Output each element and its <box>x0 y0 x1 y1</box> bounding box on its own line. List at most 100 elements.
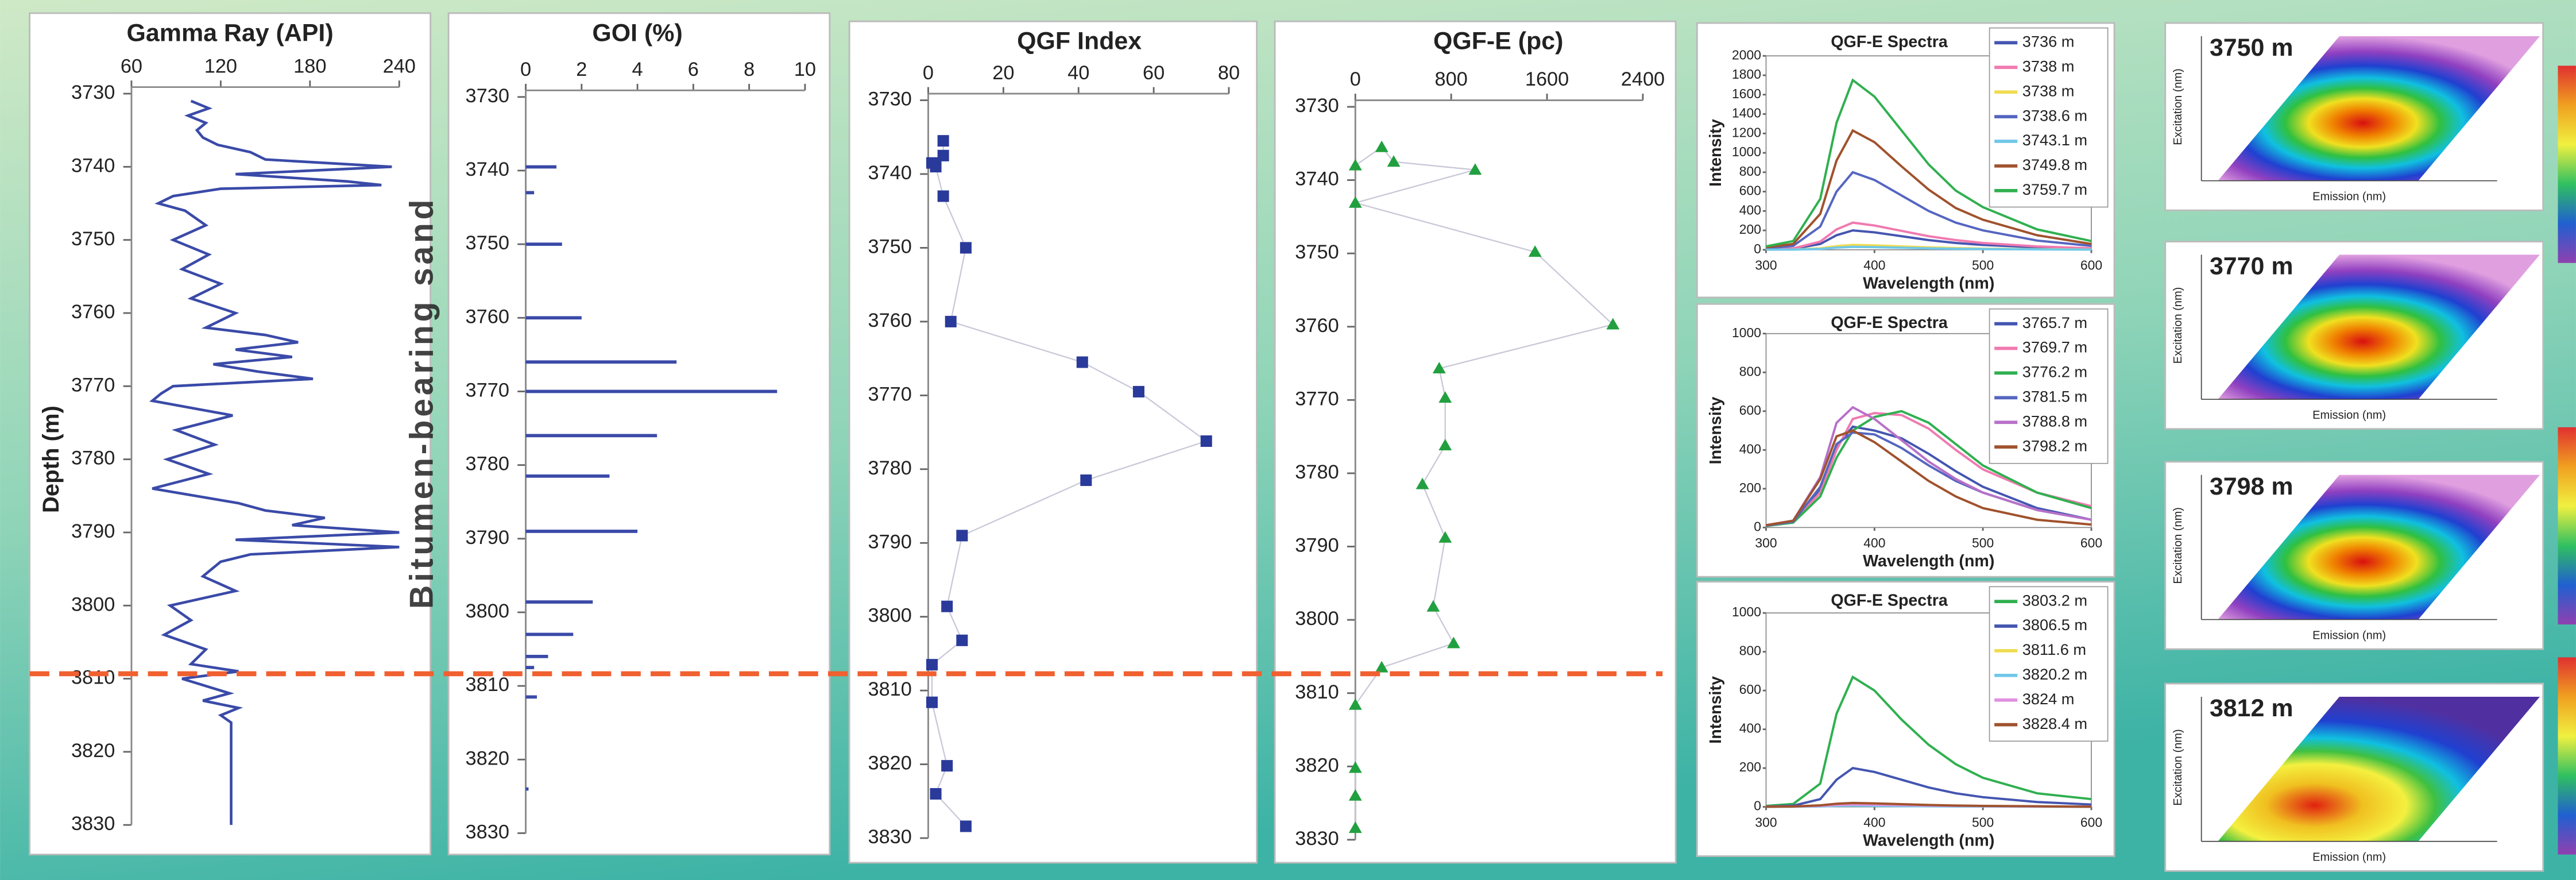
point <box>941 760 953 771</box>
legend-label: 3738 m <box>2022 82 2075 99</box>
y-tick-label: 3800 <box>1295 608 1339 630</box>
legend-label: 3781.5 m <box>2022 388 2087 406</box>
point <box>941 601 953 612</box>
y-tick-label: 3760 <box>1295 315 1339 337</box>
y-tick-label: 3800 <box>466 600 509 622</box>
chart-title: QGF-E Spectra <box>1831 314 1948 332</box>
x-tick-label: 300 <box>1755 815 1777 829</box>
y-tick-label: 600 <box>1739 183 1761 198</box>
y-tick-label: 3750 <box>1295 241 1339 263</box>
point <box>938 135 949 146</box>
x-tick-label: 4 <box>632 59 643 80</box>
chart-title: GOI (%) <box>592 19 682 47</box>
x-tick-label: 0 <box>923 62 934 84</box>
y-tick-label: 600 <box>1739 403 1761 418</box>
point <box>960 820 972 832</box>
x-tick-label: 10 <box>794 59 816 80</box>
y-tick-label: 800 <box>1739 643 1761 658</box>
point <box>956 635 968 646</box>
bar <box>526 165 556 169</box>
y-tick-label: 3810 <box>868 678 911 700</box>
x-tick-label: 600 <box>2080 258 2102 273</box>
y-axis-label: Intensity <box>1707 397 1725 465</box>
point <box>938 190 949 202</box>
x-tick-label: 240 <box>383 55 416 77</box>
x-axis-label: Wavelength (nm) <box>1863 274 1994 292</box>
x-tick-label: 400 <box>1863 815 1885 829</box>
y-tick-label: 3820 <box>868 752 911 774</box>
point <box>1201 435 1212 447</box>
y-tick-label: 3750 <box>71 228 115 250</box>
y-tick-label: 3730 <box>1295 95 1339 117</box>
y-axis-label: Intensity <box>1707 676 1725 744</box>
y-tick-label: 3800 <box>71 593 115 615</box>
bar <box>526 191 535 195</box>
x-tick-label: 120 <box>204 55 237 77</box>
bar <box>526 633 574 636</box>
bar <box>526 655 548 658</box>
panel <box>448 13 830 855</box>
bar <box>526 474 610 478</box>
y-tick-label: 3790 <box>466 527 509 549</box>
y-tick-label: 3790 <box>71 520 115 542</box>
x-tick-label: 8 <box>744 59 755 80</box>
y-tick-label: 3810 <box>466 674 509 696</box>
y-tick-label: 3780 <box>466 453 509 475</box>
y-tick-label: 400 <box>1739 721 1761 736</box>
legend-label: 3820.2 m <box>2022 665 2087 683</box>
y-tick-label: 0 <box>1754 241 1761 256</box>
y-tick-label: 3790 <box>1295 535 1339 557</box>
legend-label: 3798.2 m <box>2022 437 2087 454</box>
legend-label: 3749.8 m <box>2022 156 2087 173</box>
y-tick-label: 1800 <box>1732 67 1761 82</box>
bar <box>526 600 593 604</box>
y-tick-label: 800 <box>1739 164 1761 179</box>
y-tick-label: 3750 <box>466 232 509 254</box>
panel <box>1275 21 1676 863</box>
bar <box>526 360 677 364</box>
x-tick-label: 300 <box>1755 258 1777 273</box>
y-tick-label: 3740 <box>868 162 911 184</box>
bar <box>526 530 638 533</box>
eem-y-label: Excitation (nm) <box>2172 68 2184 145</box>
y-tick-label: 3820 <box>71 740 115 762</box>
y-tick-label: 3750 <box>868 236 911 257</box>
eem-label: 3770 m <box>2210 253 2293 280</box>
y-tick-label: 3830 <box>71 813 115 835</box>
y-axis-label: Depth (m) <box>38 406 64 513</box>
y-tick-label: 3810 <box>71 667 115 689</box>
y-tick-label: 3740 <box>1295 168 1339 190</box>
eem-y-label: Excitation (nm) <box>2172 507 2184 584</box>
x-tick-label: 180 <box>293 55 326 77</box>
annotation: Bitumen-bearing sand <box>403 196 440 609</box>
panel <box>849 21 1256 863</box>
y-tick-label: 3780 <box>1295 461 1339 483</box>
legend-label: 3788.8 m <box>2022 412 2087 430</box>
y-tick-label: 3760 <box>71 301 115 323</box>
y-tick-label: 2000 <box>1732 47 1761 62</box>
eem-x-label: Emission (nm) <box>2312 191 2386 203</box>
y-tick-label: 3770 <box>868 383 911 405</box>
legend-label: 3738.6 m <box>2022 106 2087 124</box>
x-tick-label: 500 <box>1972 535 1994 550</box>
y-tick-label: 3730 <box>868 88 911 110</box>
x-tick-label: 400 <box>1863 535 1885 550</box>
x-tick-label: 2400 <box>1621 68 1665 90</box>
y-tick-label: 0 <box>1754 798 1761 813</box>
y-tick-label: 1000 <box>1732 604 1761 619</box>
x-tick-label: 400 <box>1863 258 1885 273</box>
eem-x-label: Emission (nm) <box>2312 851 2386 864</box>
color-strip <box>2558 657 2575 854</box>
y-tick-label: 3770 <box>71 374 115 396</box>
y-tick-label: 1000 <box>1732 325 1761 340</box>
chart-title: QGF Index <box>1017 28 1142 55</box>
y-tick-label: 1200 <box>1732 125 1761 140</box>
x-tick-label: 300 <box>1755 535 1777 550</box>
x-tick-label: 500 <box>1972 815 1994 829</box>
point <box>945 316 957 327</box>
y-tick-label: 3740 <box>71 155 115 176</box>
eem-x-label: Emission (nm) <box>2312 409 2386 422</box>
eem-x-label: Emission (nm) <box>2312 629 2386 642</box>
bar <box>526 390 778 393</box>
color-strip <box>2558 65 2575 263</box>
